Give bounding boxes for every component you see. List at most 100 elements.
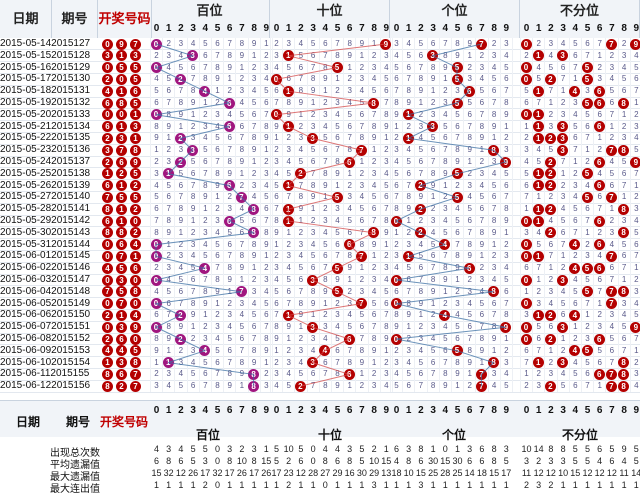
miss-count: 6 [166, 192, 171, 202]
bufen-miss: 3 [634, 204, 639, 214]
miss-count: 9 [298, 98, 304, 107]
bufen-miss: 3 [548, 121, 554, 131]
miss-count: 1 [394, 227, 399, 237]
stat-value: 3 [202, 456, 208, 466]
miss-count: 5 [479, 298, 485, 308]
miss-count: 2 [406, 227, 411, 237]
miss-count: 3 [154, 381, 159, 391]
miss-count: 1 [455, 275, 460, 284]
bufen-miss: 4 [560, 204, 566, 214]
miss-count: 9 [286, 109, 291, 119]
stat-value: 17 [200, 468, 211, 478]
footer-digit: 4 [442, 405, 449, 416]
miss-count: 8 [394, 98, 399, 107]
miss-count: 9 [394, 322, 399, 332]
miss-count: 8 [264, 121, 269, 131]
row-date-issue: 2015-06-052015149 [0, 297, 91, 309]
miss-count: 5 [430, 345, 436, 355]
miss-count: 7 [491, 98, 497, 107]
bufen-ball: 6 [593, 97, 605, 109]
stat-value: 2 [371, 444, 377, 454]
stat-value: 6 [467, 456, 473, 466]
miss-count: 4 [504, 369, 509, 379]
miss-count: 5 [467, 98, 472, 107]
miss-count: 5 [298, 157, 304, 166]
bufen-miss: 7 [560, 157, 566, 166]
bufen-miss: 5 [548, 62, 554, 72]
miss-count: 9 [190, 98, 196, 107]
miss-count: 1 [251, 50, 257, 60]
miss-count: 7 [455, 239, 460, 249]
bufen-ball: 2 [544, 73, 556, 85]
miss-count: 6 [359, 322, 365, 332]
miss-count: 8 [190, 298, 196, 308]
bufen-miss: 1 [585, 145, 590, 155]
bufen-miss: 3 [634, 121, 639, 131]
miss-count: 6 [418, 369, 424, 379]
miss-count: 7 [430, 157, 436, 166]
draw-ball: 6 [116, 368, 127, 380]
bufen-miss: 5 [585, 275, 590, 284]
bufen-miss: 3 [524, 227, 529, 237]
miss-count: 2 [251, 275, 257, 284]
miss-count: 3 [384, 157, 389, 166]
miss-count: 3 [251, 180, 257, 190]
draw-ball: 1 [116, 215, 127, 227]
stat-value: 1 [597, 480, 603, 490]
draw-ball: 3 [130, 50, 141, 62]
miss-count: 8 [298, 192, 304, 202]
miss-count: 6 [430, 145, 436, 155]
miss-count: 1 [227, 286, 232, 296]
hit-ball: 5 [331, 191, 343, 203]
stat-value: 15 [261, 456, 272, 466]
miss-count: 5 [310, 145, 316, 155]
stat-value: 8 [491, 444, 497, 454]
bufen-miss: 3 [548, 369, 554, 379]
footer-digit: 5 [584, 405, 591, 416]
bufen-ball: 1 [532, 132, 544, 144]
bufen-miss: 5 [609, 86, 615, 96]
group-bai: 百位 [150, 0, 270, 38]
miss-count: 3 [251, 74, 257, 84]
miss-count: 3 [384, 369, 389, 379]
miss-count: 4 [359, 192, 365, 202]
group-shi: 十位 [270, 0, 390, 38]
hit-ball: 1 [282, 50, 294, 62]
miss-count: 7 [178, 192, 184, 202]
miss-count: 9 [455, 157, 460, 166]
miss-count: 9 [239, 157, 245, 166]
miss-count: 2 [286, 345, 291, 355]
issue-header: 期号 [52, 0, 98, 38]
miss-count: 6 [298, 62, 304, 72]
miss-count: 7 [323, 369, 328, 379]
header-digit: 7 [609, 23, 615, 34]
bufen-miss: 5 [621, 239, 627, 249]
miss-count: 4 [504, 50, 509, 60]
miss-count: 4 [264, 180, 269, 190]
miss-count: 9 [418, 192, 424, 202]
bufen-miss: 3 [548, 286, 554, 296]
hit-ball: 5 [451, 168, 463, 180]
bufen-miss: 4 [634, 133, 639, 143]
miss-count: 3 [371, 275, 377, 284]
draw-ball: 1 [102, 357, 113, 369]
miss-count: 5 [443, 227, 448, 237]
miss-count: 1 [347, 275, 352, 284]
hit-ball: 2 [414, 180, 426, 192]
miss-count: 8 [418, 286, 424, 296]
column-divider [512, 38, 513, 392]
stat-value: 12 [545, 468, 556, 478]
bufen-miss: 2 [536, 369, 541, 379]
miss-count: 4 [251, 192, 257, 202]
date-header: 日期 [0, 0, 52, 38]
stat-value: 1 [430, 444, 436, 454]
miss-count: 7 [215, 157, 220, 166]
miss-count: 4 [203, 133, 208, 143]
bufen-miss: 7 [634, 86, 639, 96]
bufen-miss: 1 [548, 263, 554, 273]
bufen-ball: 3 [557, 357, 569, 369]
miss-count: 1 [430, 298, 436, 308]
miss-count: 5 [251, 98, 257, 107]
miss-count: 4 [467, 298, 472, 308]
draw-ball: 5 [130, 97, 141, 109]
